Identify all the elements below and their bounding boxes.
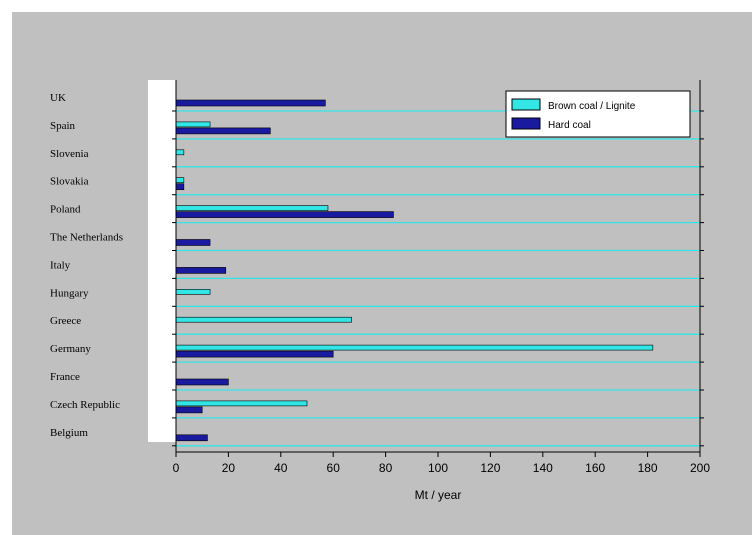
chart-frame: UK Spain Slovenia Slovakia Poland The Netherl… (12, 12, 752, 535)
bar-brown-coal (175, 316, 352, 323)
bar-brown-coal (175, 205, 329, 211)
legend-swatch-hard-coal (511, 117, 541, 130)
category-label: France (50, 371, 80, 383)
bar-hard-coal (175, 406, 203, 414)
bar-hard-coal (175, 183, 185, 190)
category-label: Slovakia (50, 176, 89, 188)
category-label: Belgium (50, 427, 88, 439)
bar-brown-coal (175, 121, 211, 128)
bar-brown-coal (175, 288, 211, 295)
x-tick-label: 180 (638, 461, 658, 475)
bar-hard-coal (175, 127, 271, 135)
x-tick-label: 60 (327, 461, 341, 475)
category-label: Germany (50, 343, 91, 355)
x-tick-label: 20 (222, 461, 236, 475)
bar-hard-coal (175, 239, 211, 246)
x-tick-label: 120 (480, 461, 500, 475)
x-tick-label: 160 (585, 461, 605, 475)
legend: Brown coal / Lignite Hard coal (505, 90, 691, 138)
category-label: Italy (50, 259, 71, 271)
bar-brown-coal (175, 344, 654, 351)
bar-hard-coal (175, 434, 208, 442)
bar-hard-coal (175, 350, 334, 358)
grid-lines (176, 110, 700, 447)
bar-hard-coal (175, 99, 326, 107)
label-panel-highlight (148, 80, 176, 442)
category-label: Czech Republic (50, 399, 120, 411)
bar-chart: UK Spain Slovenia Slovakia Poland The Netherl… (50, 80, 711, 502)
x-tick-label: 40 (274, 461, 288, 475)
bar-brown-coal (175, 149, 185, 156)
bar-hard-coal (175, 211, 394, 218)
category-label: Spain (50, 120, 76, 132)
category-labels: UK Spain Slovenia Slovakia Poland The Netherl… (50, 92, 123, 439)
x-tick-label: 140 (533, 461, 553, 475)
legend-swatch-brown-coal (511, 98, 541, 111)
category-label: Slovenia (50, 148, 89, 160)
bars (175, 99, 654, 442)
legend-label-hard-coal: Hard coal (548, 120, 591, 131)
bar-hard-coal (175, 378, 229, 386)
x-tick-labels: 0 20 40 60 80 100 120 140 160 180 200 (173, 461, 711, 475)
bar-hard-coal (175, 267, 227, 274)
category-label: Hungary (50, 287, 89, 299)
legend-box (505, 90, 691, 138)
legend-label-brown-coal: Brown coal / Lignite (548, 101, 636, 112)
x-axis-title: Mt / year (415, 488, 462, 502)
category-label: UK (50, 92, 66, 104)
bar-brown-coal (175, 177, 185, 183)
x-tick-label: 80 (379, 461, 393, 475)
category-label: Poland (50, 204, 81, 216)
category-label: Greece (50, 315, 81, 327)
bar-brown-coal (175, 400, 308, 407)
category-label: The Netherlands (50, 232, 123, 244)
axes (172, 80, 704, 457)
x-tick-label: 0 (173, 461, 180, 475)
x-tick-label: 100 (428, 461, 448, 475)
x-tick-label: 200 (690, 461, 710, 475)
